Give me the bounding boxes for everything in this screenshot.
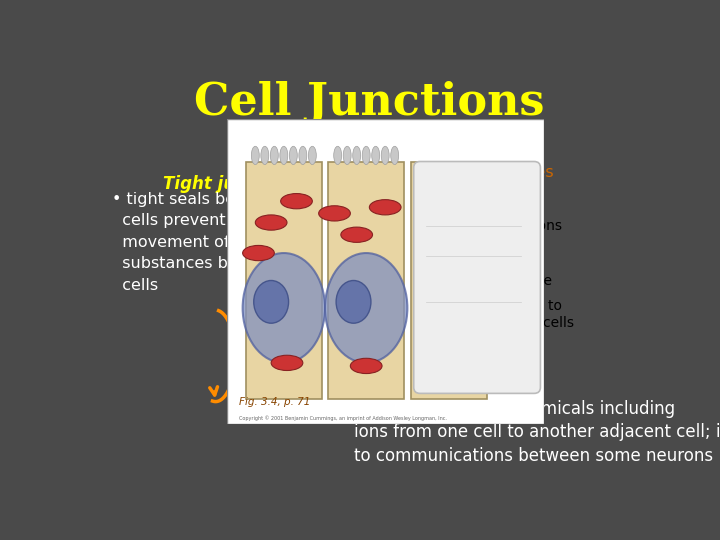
Ellipse shape [391,146,399,165]
Ellipse shape [369,200,401,215]
FancyArrowPatch shape [237,267,276,291]
Ellipse shape [343,146,351,165]
Text: • allow materials to
    pass between cells: • allow materials to pass between cells [425,299,574,330]
Ellipse shape [308,146,316,165]
Ellipse shape [336,280,371,323]
Ellipse shape [289,146,297,165]
Text: • tight seals between
  cells prevent
  movement of
  substances between
  cells: • tight seals between cells prevent move… [112,192,287,293]
Text: Gap Junctions: Gap Junctions [266,400,395,417]
Ellipse shape [243,245,274,261]
Ellipse shape [372,146,379,165]
Ellipse shape [261,146,269,165]
Ellipse shape [341,227,372,242]
Text: Copyright © 2001 Benjamin Cummings, an imprint of Addison Wesley Longman, Inc.: Copyright © 2001 Benjamin Cummings, an i… [240,415,447,421]
Ellipse shape [243,253,325,363]
Ellipse shape [319,206,351,221]
Text: Cell Junctions: Cell Junctions [194,82,544,124]
FancyBboxPatch shape [227,119,544,424]
Ellipse shape [251,146,259,165]
Ellipse shape [325,253,408,363]
FancyArrowPatch shape [439,225,448,232]
Ellipse shape [382,146,390,165]
Text: Fig. 3.4, p. 71: Fig. 3.4, p. 71 [240,397,311,407]
Bar [246,161,322,400]
Ellipse shape [256,215,287,230]
Ellipse shape [334,146,341,165]
Ellipse shape [299,146,307,165]
Ellipse shape [281,193,312,209]
Text: • loose connections: • loose connections [425,219,562,233]
Bar [328,161,404,400]
Text: • help maintain
    integrity of
    epithelial tissue: • help maintain integrity of epithelial … [425,239,552,288]
Ellipse shape [271,355,303,370]
Ellipse shape [362,146,370,165]
FancyBboxPatch shape [414,161,541,393]
Ellipse shape [280,146,288,165]
Text: • aka. anchoring
    junctions: • aka. anchoring junctions [425,179,541,211]
Ellipse shape [353,146,361,165]
Bar [410,161,487,400]
Ellipse shape [271,146,278,165]
Ellipse shape [351,359,382,374]
Text: Desmosomes: Desmosomes [446,165,554,180]
Text: - allow transfer of chemicals including
ions from one cell to another adjacent c: - allow transfer of chemicals including … [354,400,720,465]
Ellipse shape [253,280,289,323]
FancyArrowPatch shape [252,170,282,178]
Text: Tight junctions: Tight junctions [163,175,303,193]
